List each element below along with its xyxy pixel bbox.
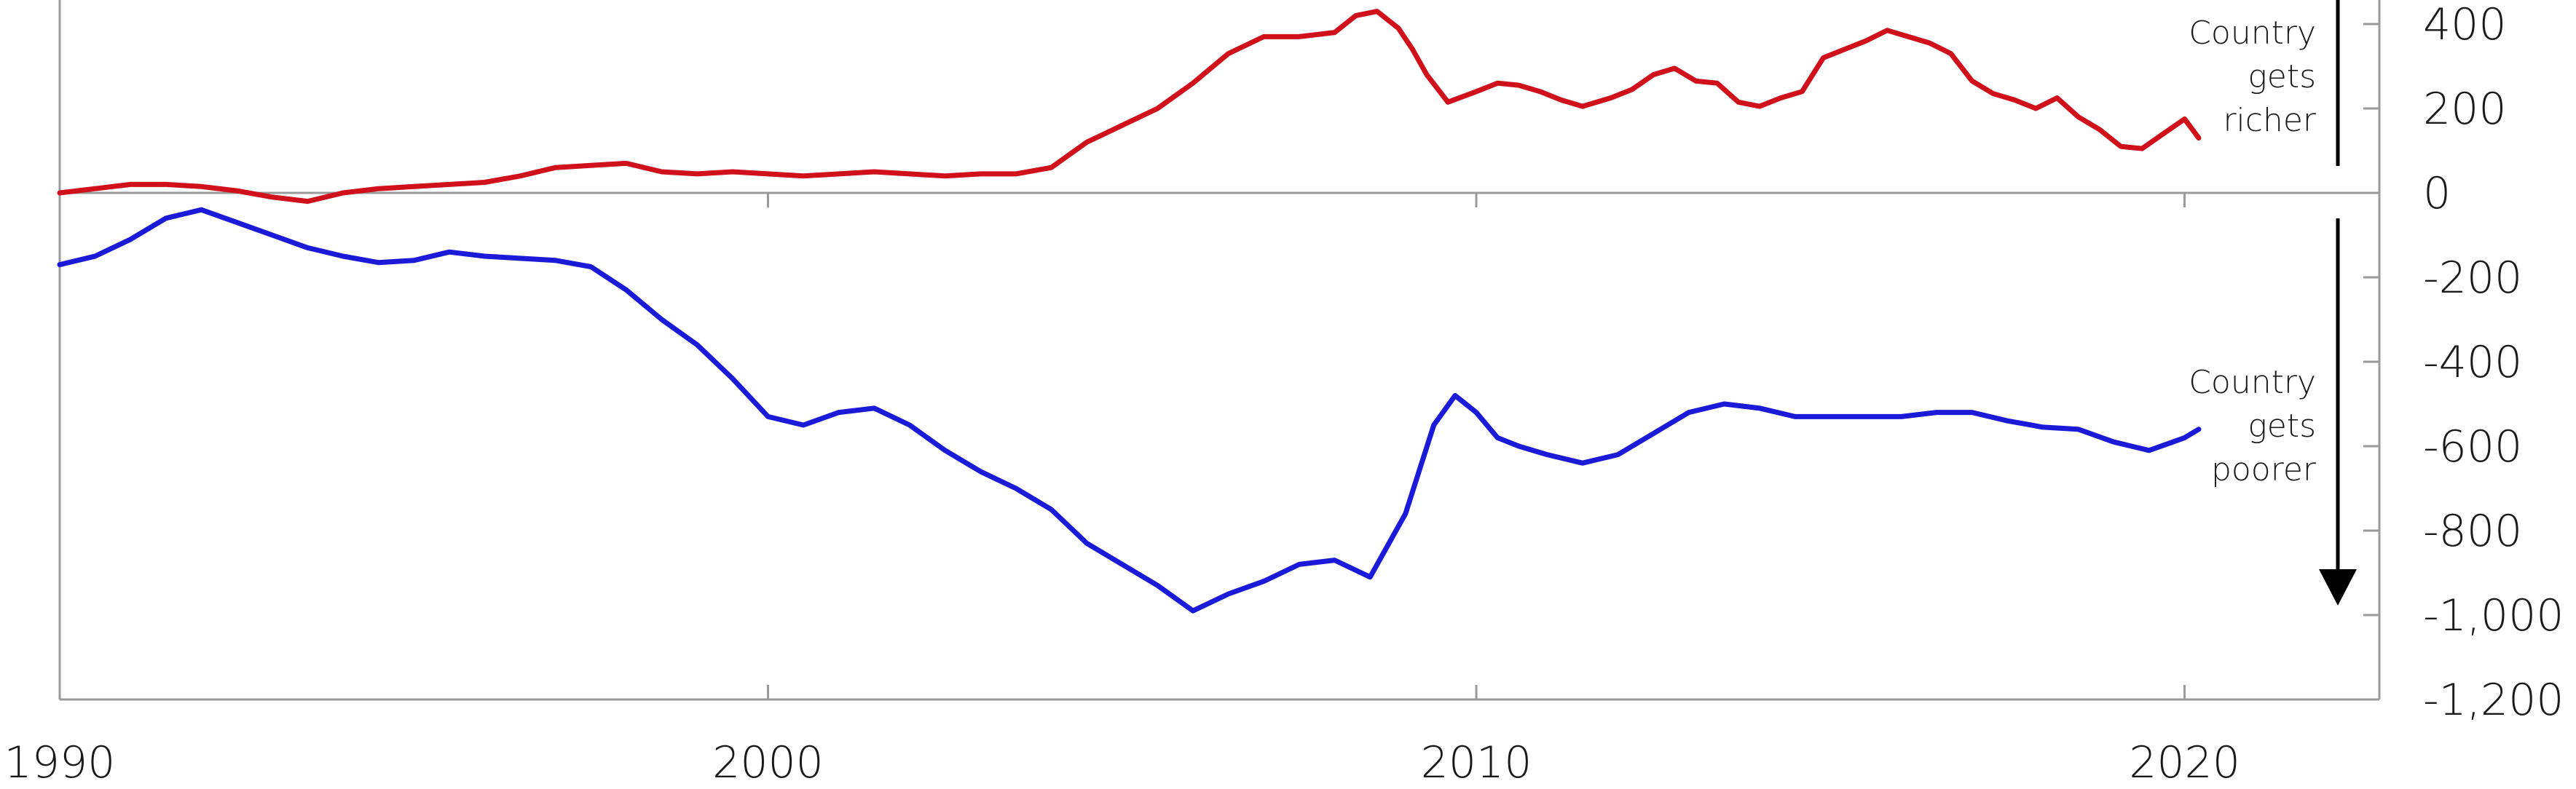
y-tick-label: 0 xyxy=(2423,168,2451,219)
poorer-annotation-line: gets xyxy=(2248,408,2316,445)
y-tick-label: -1,000 xyxy=(2423,590,2564,641)
y-tick-label: -400 xyxy=(2423,337,2522,388)
y-tick-label: 400 xyxy=(2423,0,2507,50)
richer-annotation-line: Country xyxy=(2189,15,2316,52)
annotations: Country gets richer Country gets poorer xyxy=(2189,0,2357,606)
poorer-annotation-line: Country xyxy=(2189,364,2316,401)
richer-annotation-line: gets xyxy=(2248,58,2316,95)
axes xyxy=(58,0,2381,701)
y-tick-label: -200 xyxy=(2423,253,2522,304)
y-tick-label: 200 xyxy=(2423,84,2507,135)
poorer-annotation-line: poorer xyxy=(2211,451,2317,488)
down-arrow-head-icon xyxy=(2319,569,2357,606)
y-tick-label: -1,200 xyxy=(2423,675,2564,726)
x-tick-label: 1990 xyxy=(4,737,116,788)
y-tick-label: -600 xyxy=(2423,421,2522,472)
y-tick-label: -800 xyxy=(2423,506,2522,557)
richer-annotation-line: richer xyxy=(2223,102,2316,139)
x-tick-label: 2000 xyxy=(712,737,824,788)
lower-series-line xyxy=(57,207,2202,614)
series-lines xyxy=(57,9,2202,614)
upper-series-line xyxy=(57,9,2202,205)
x-tick-label: 2020 xyxy=(2129,737,2240,788)
x-tick-label: 2010 xyxy=(1421,737,1532,788)
